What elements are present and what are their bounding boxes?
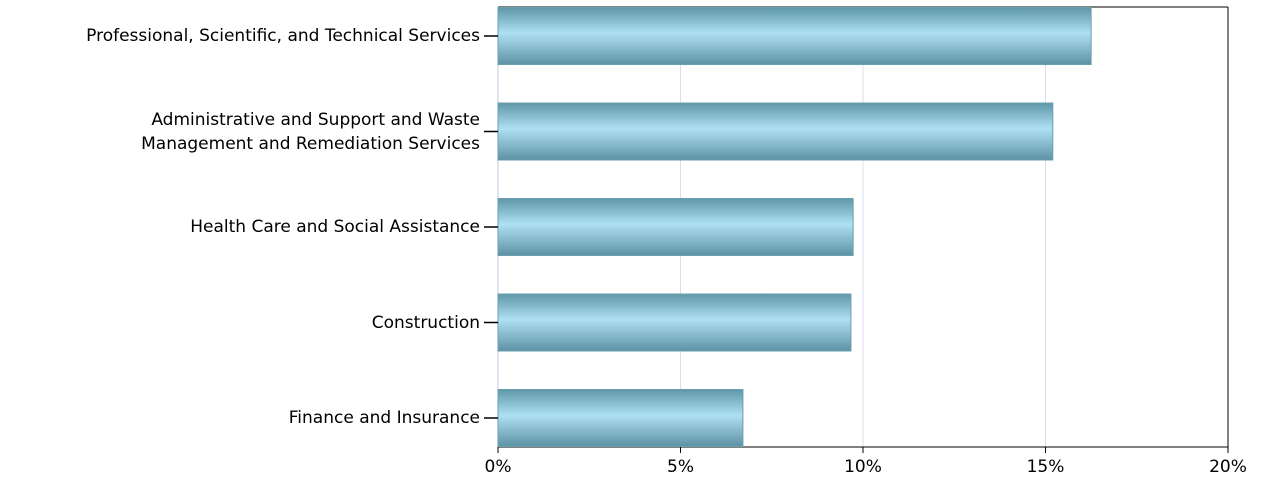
x-tick-label: 20% <box>1209 457 1247 477</box>
x-tick-label: 0% <box>485 457 512 477</box>
bar <box>497 293 852 352</box>
bar <box>497 102 1054 161</box>
y-tick-label: Administrative and Support and Waste Man… <box>141 109 480 154</box>
bar <box>497 389 744 447</box>
y-tick-label: Construction <box>371 312 480 333</box>
x-tick-label: 10% <box>844 457 882 477</box>
x-tick-label: 5% <box>667 457 694 477</box>
x-tick-label: 15% <box>1027 457 1065 477</box>
bar <box>497 7 1092 65</box>
bar <box>497 198 854 256</box>
y-tick-label: Finance and Insurance <box>288 408 480 428</box>
y-tick-label: Health Care and Social Assistance <box>190 217 480 237</box>
y-tick-label: Professional, Scientific, and Technical … <box>86 26 480 46</box>
